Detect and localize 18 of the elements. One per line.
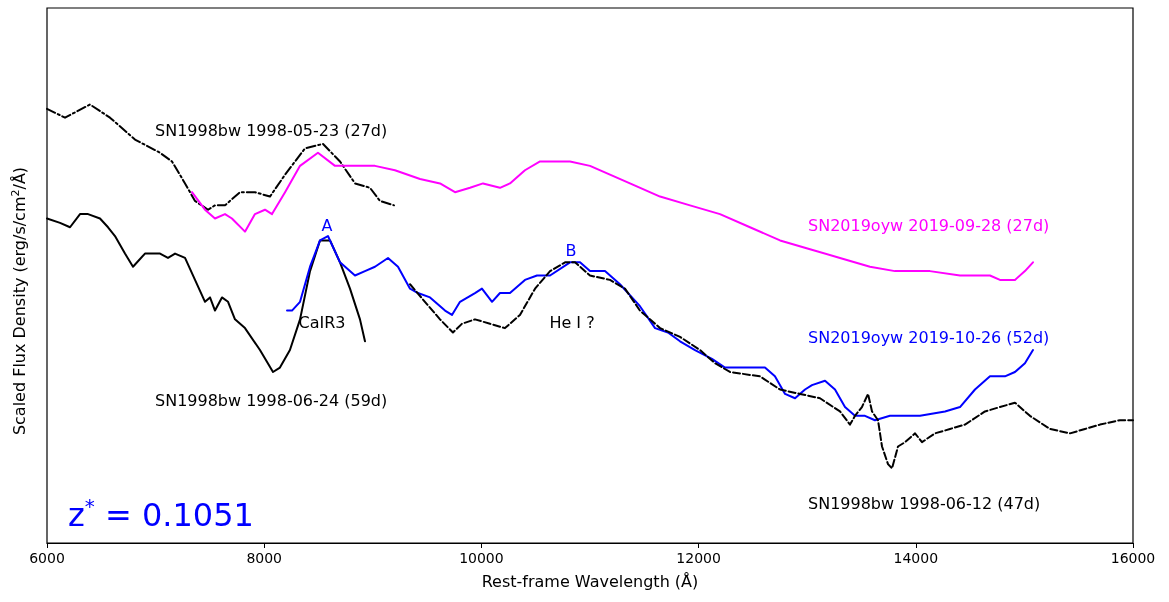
annotation: z* = 0.1051	[68, 494, 254, 534]
text: SN1998bw 1998-06-12 (47d)	[808, 493, 1041, 513]
annotation: A	[321, 215, 333, 235]
x-tick-label: 12000	[676, 550, 721, 566]
x-axis-title: Rest-frame Wavelength (Å)	[481, 571, 699, 591]
x-tick-label: 14000	[893, 550, 939, 566]
annotation: B	[565, 240, 577, 260]
x-tick-label: 16000	[1110, 550, 1156, 566]
series-label: SN2019oyw 2019-09-28 (27d)	[808, 215, 1050, 235]
annotation: CaIR3	[298, 312, 346, 332]
x-tick-label: 6000	[29, 550, 65, 566]
series-label: SN1998bw 1998-06-24 (59d)	[155, 390, 388, 410]
x-tick-label: 10000	[459, 550, 504, 566]
annotation: He I ?	[549, 312, 595, 332]
x-tick-label: 8000	[246, 550, 283, 566]
y-axis-title: Scaled Flux Density (erg/s/cm2/Å)	[9, 166, 29, 436]
series-label: SN1998bw 1998-05-23 (27d)	[155, 120, 388, 140]
series-label: SN2019oyw 2019-10-26 (52d)	[808, 327, 1050, 347]
